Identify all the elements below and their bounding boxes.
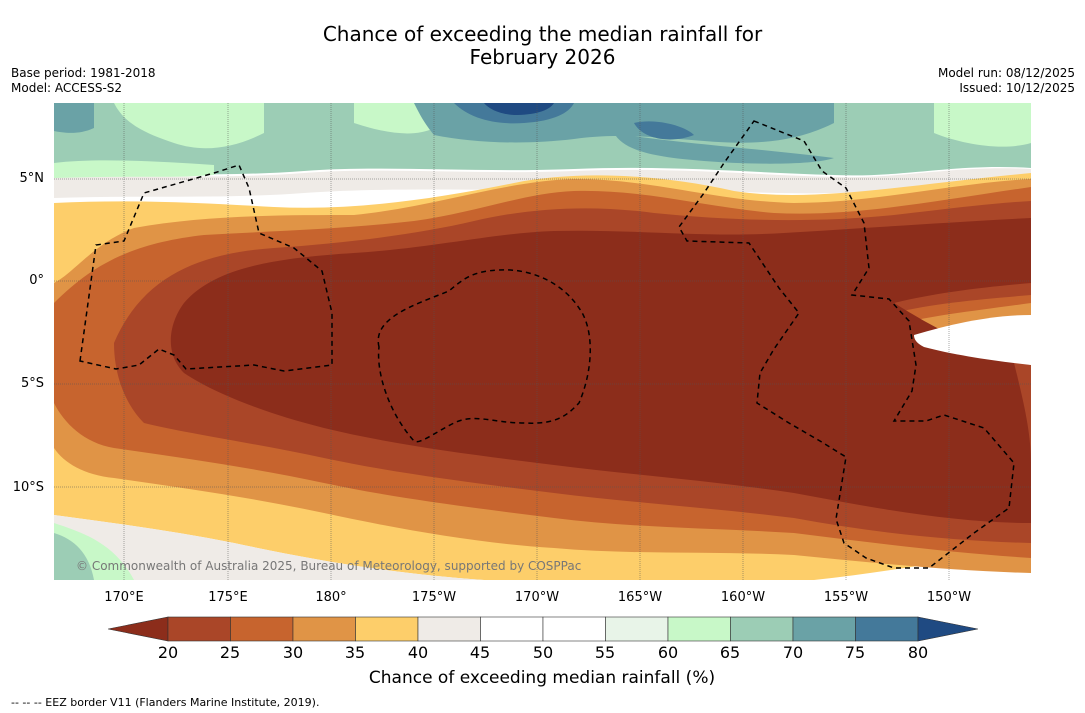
eez-border-kiribati-west — [79, 164, 333, 372]
lon-label-150w: 150°W — [926, 590, 972, 605]
cbar-tick-35: 35 — [344, 643, 366, 662]
colorbar-label: Chance of exceeding median rainfall (%) — [368, 668, 716, 688]
lon-label-170w: 170°W — [514, 590, 560, 605]
cbar-tick-40: 40 — [407, 643, 429, 662]
eez-borders — [79, 120, 1015, 569]
cbar-tick-50: 50 — [532, 643, 554, 662]
colorbar-low-arrow — [108, 616, 169, 642]
map-title-line1: Chance of exceeding the median rainfall … — [322, 22, 763, 46]
colorbar-segment — [667, 616, 731, 642]
model-name: Model: ACCESS-S2 — [11, 81, 123, 95]
colorbar-segment — [167, 616, 231, 642]
cbar-tick-80: 80 — [907, 643, 929, 662]
northern-light-green-patches — [54, 103, 1031, 181]
lon-label-165w: 165°W — [617, 590, 663, 605]
northern-teal-band — [54, 103, 834, 164]
lon-label-160w: 160°W — [720, 590, 766, 605]
cbar-tick-55: 55 — [594, 643, 616, 662]
lon-label-155w: 155°W — [823, 590, 869, 605]
colorbar-segment — [230, 616, 294, 642]
lon-label-175e: 175°E — [208, 590, 248, 605]
cbar-tick-20: 20 — [157, 643, 179, 662]
whitish-south-band — [54, 515, 484, 580]
eez-border-kiribati-central — [377, 269, 591, 443]
eez-legend: -- -- -- EEZ border V11 (Flanders Marine… — [11, 696, 320, 709]
colorbar-segment — [417, 616, 481, 642]
lon-label-175w: 175°W — [411, 590, 457, 605]
lon-label-170e: 170°E — [104, 590, 144, 605]
lat-label-0: 0° — [29, 273, 44, 288]
white-neutral-tongue — [914, 315, 1031, 365]
issued-date: Issued: 10/12/2025 — [959, 81, 1075, 95]
colorbar-segment — [792, 616, 856, 642]
cbar-tick-30: 30 — [282, 643, 304, 662]
colorbar-segment — [542, 616, 606, 642]
cbar-tick-75: 75 — [844, 643, 866, 662]
southwest-teal-patch — [54, 533, 94, 580]
northern-dark-blue-patch — [484, 103, 554, 115]
lon-label-180: 180° — [315, 590, 347, 605]
model-run: Model run: 08/12/2025 — [937, 66, 1075, 80]
eez-border-line-islands — [678, 120, 1015, 569]
colorbar-segment — [355, 616, 419, 642]
colorbar-segment — [480, 616, 544, 642]
colorbar-segments — [167, 616, 919, 642]
dark-red-core — [170, 218, 1031, 523]
map-title-line2: February 2026 — [469, 45, 616, 69]
cbar-tick-70: 70 — [782, 643, 804, 662]
lat-label-10s: 10°S — [12, 480, 44, 495]
colorbar-segment — [730, 616, 794, 642]
rainfall-map: © Commonwealth of Australia 2025, Bureau… — [54, 103, 1031, 580]
colorbar-segment — [292, 616, 356, 642]
lat-label-5n: 5°N — [19, 171, 45, 186]
cbar-tick-60: 60 — [657, 643, 679, 662]
lat-label-5s: 5°S — [20, 376, 44, 391]
base-period: Base period: 1981-2018 — [11, 66, 156, 80]
graticule — [54, 103, 1031, 580]
cbar-tick-65: 65 — [719, 643, 741, 662]
colorbar-segment — [855, 616, 919, 642]
colorbar-segment — [605, 616, 669, 642]
cbar-tick-45: 45 — [469, 643, 491, 662]
map-credit: © Commonwealth of Australia 2025, Bureau… — [76, 559, 581, 573]
cbar-tick-25: 25 — [219, 643, 241, 662]
colorbar — [108, 616, 978, 642]
colorbar-high-arrow — [917, 616, 978, 642]
